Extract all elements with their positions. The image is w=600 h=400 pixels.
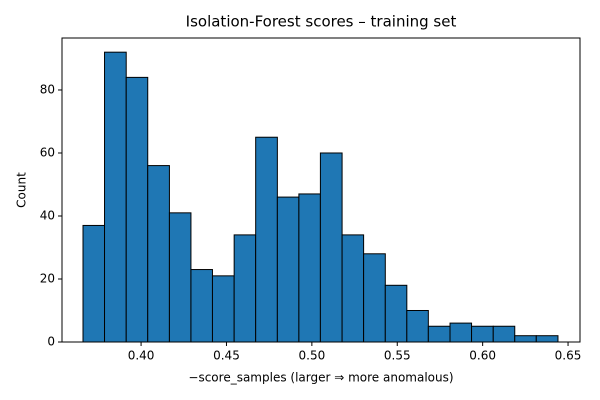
x-tick-label: 0.45 <box>213 349 240 363</box>
y-tick-label: 0 <box>47 335 55 349</box>
y-tick-label: 60 <box>40 145 55 159</box>
bar <box>319 152 343 343</box>
x-tick-label: 0.60 <box>469 349 496 363</box>
bar <box>535 335 559 343</box>
x-tick-label: 0.40 <box>128 349 155 363</box>
bar <box>298 193 321 343</box>
bar <box>384 284 408 343</box>
bar <box>168 212 192 343</box>
bar <box>363 253 386 343</box>
bar <box>125 76 149 343</box>
bar <box>406 309 429 343</box>
bar <box>233 234 257 343</box>
bar <box>276 196 300 343</box>
bar <box>211 275 235 343</box>
x-axis-label: −score_samples (larger ⇒ more anomalous) <box>188 371 453 385</box>
bar <box>190 269 213 343</box>
x-tick-label: 0.50 <box>299 349 326 363</box>
chart-title: Isolation-Forest scores – training set <box>186 13 457 31</box>
y-tick-label: 20 <box>40 271 55 285</box>
bar <box>341 234 365 343</box>
bar <box>147 165 170 343</box>
bar <box>255 136 278 343</box>
bar <box>471 325 494 343</box>
plot-frame <box>61 37 581 343</box>
bar <box>492 325 516 343</box>
bar <box>449 322 473 343</box>
bar <box>427 325 451 343</box>
bar <box>82 224 106 343</box>
bar <box>104 51 127 343</box>
y-tick-label: 40 <box>40 208 55 222</box>
x-tick-label: 0.55 <box>384 349 411 363</box>
y-tick-label: 80 <box>40 82 55 96</box>
bar <box>514 335 537 343</box>
y-axis-label: Count <box>15 172 29 208</box>
x-tick-label: 0.65 <box>555 349 582 363</box>
